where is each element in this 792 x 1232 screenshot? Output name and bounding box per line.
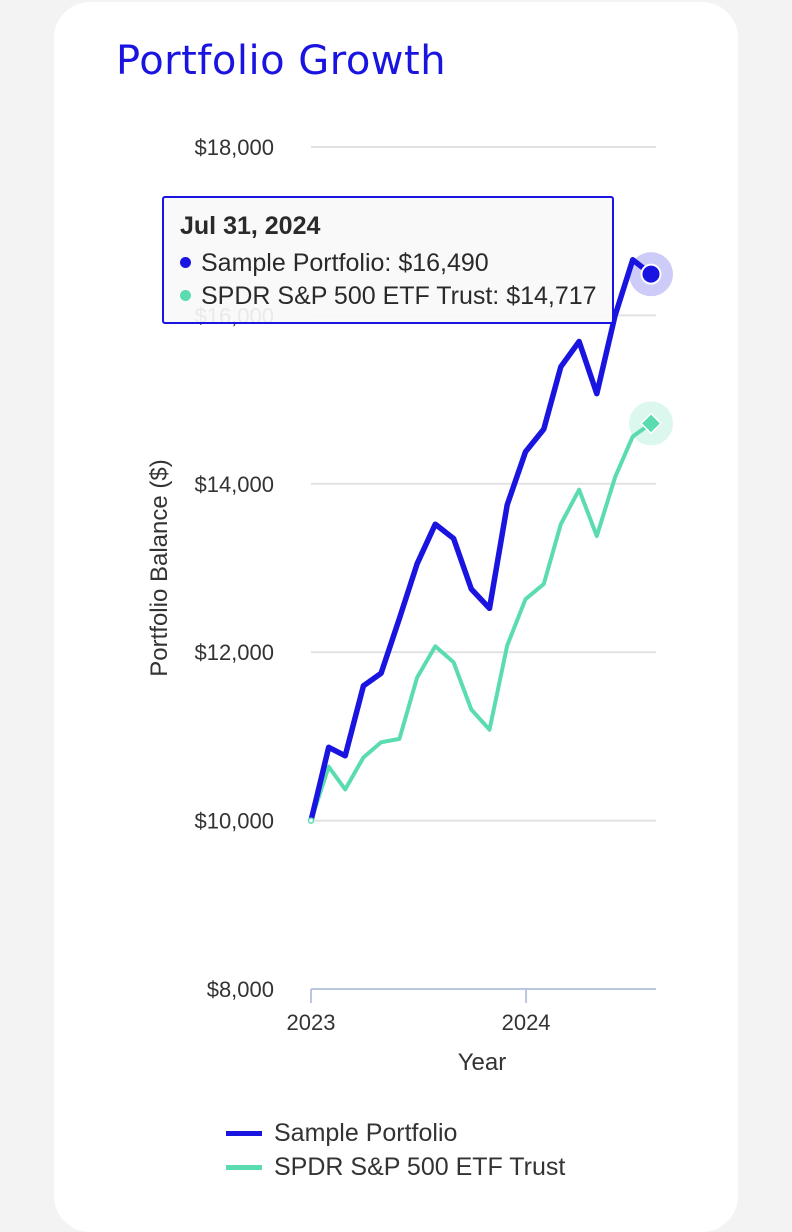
tooltip-date: Jul 31, 2024 — [180, 212, 321, 240]
y-axis-label: Portfolio Balance ($) — [146, 459, 173, 676]
x-tick-label: 2024 — [502, 1010, 551, 1035]
legend-label-portfolio: Sample Portfolio — [274, 1118, 458, 1147]
spdr-hover-point[interactable] — [640, 412, 662, 435]
legend-item-spdr[interactable]: SPDR S&P 500 ETF Trust — [226, 1150, 565, 1184]
portfolio-hover-point[interactable] — [640, 263, 662, 285]
legend-item-portfolio[interactable]: Sample Portfolio — [226, 1116, 565, 1150]
tooltip-row-spdr: SPDR S&P 500 ETF Trust: $14,717 — [180, 280, 597, 313]
portfolio-dot-icon — [180, 256, 191, 268]
chart-legend: Sample Portfolio SPDR S&P 500 ETF Trust — [226, 1116, 565, 1184]
tooltip-spdr-value: SPDR S&P 500 ETF Trust: $14,717 — [201, 282, 597, 310]
spdr-dot-icon — [180, 289, 191, 301]
y-tick-label: $12,000 — [194, 640, 274, 665]
legend-label-spdr: SPDR S&P 500 ETF Trust — [274, 1152, 566, 1181]
line-chart: $8,000$10,000$12,000$14,000$16,000$18,00… — [146, 135, 673, 1076]
y-tick-label: $18,000 — [194, 135, 274, 160]
spdr-line-icon — [226, 1164, 262, 1170]
y-tick-label: $10,000 — [194, 809, 274, 834]
tooltip-row-portfolio: Sample Portfolio: $16,490 — [180, 247, 596, 280]
hover-tooltip: Jul 31, 2024 Sample Portfolio: $16,490 S… — [162, 196, 614, 324]
x-axis-label: Year — [458, 1049, 507, 1076]
portfolio-line-icon — [226, 1130, 262, 1136]
y-tick-label: $14,000 — [194, 472, 274, 497]
series-start-point — [307, 817, 315, 824]
chart-title: Portfolio Growth — [116, 38, 447, 84]
portfolio-series-line[interactable] — [308, 257, 654, 824]
tooltip-portfolio-value: Sample Portfolio: $16,490 — [201, 249, 489, 277]
x-tick-label: 2023 — [287, 1010, 336, 1035]
y-tick-label: $8,000 — [207, 977, 274, 1002]
spdr-series-line[interactable] — [309, 421, 653, 823]
